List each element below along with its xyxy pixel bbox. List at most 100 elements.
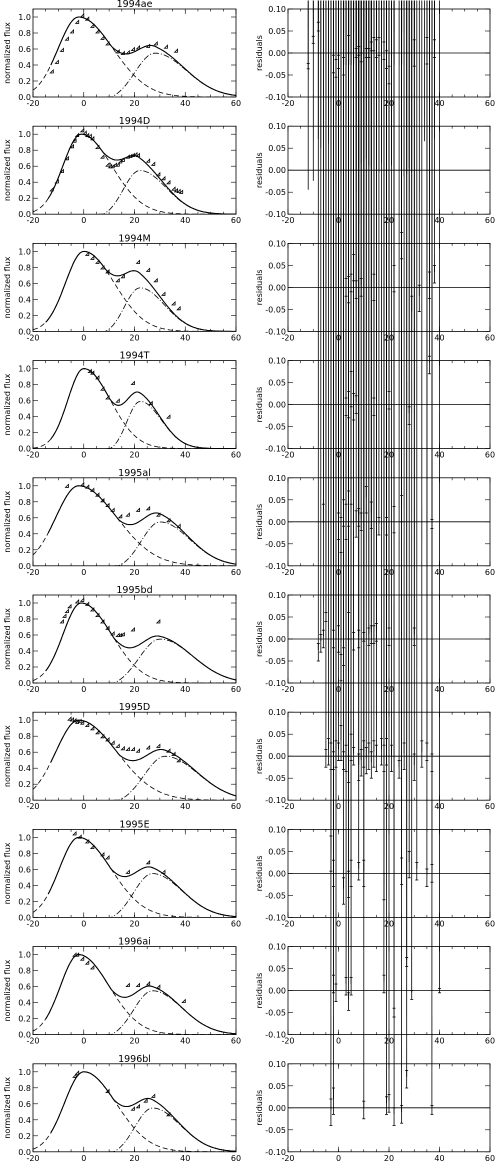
flux-data-point xyxy=(105,625,110,630)
flux-curves xyxy=(33,1071,236,1152)
y-tick-label: 0.8 xyxy=(18,146,31,155)
flux-data-point xyxy=(64,483,69,488)
y-tick-label: 1.0 xyxy=(18,130,31,139)
y-tick-label: -0.05 xyxy=(265,1126,286,1135)
flux-data-point xyxy=(67,603,72,609)
second-peak-dashdot-curve xyxy=(106,401,236,449)
y-tick-label: -0.05 xyxy=(265,423,286,432)
y-tick-label: -0.10 xyxy=(265,327,286,336)
total-model-curve xyxy=(47,485,236,565)
x-tick-label: -20 xyxy=(26,1037,39,1046)
flux-data-point xyxy=(87,368,92,374)
y-tick-label: 0.00 xyxy=(268,49,286,58)
y-tick-label: 0.2 xyxy=(18,1015,31,1024)
total-model-curve xyxy=(47,133,236,215)
flux-data-point xyxy=(115,277,120,283)
flux-data-point xyxy=(145,158,151,163)
flux-data-point xyxy=(89,135,95,141)
y-tick-label: 0.0 xyxy=(18,1148,31,1157)
x-tick-label: 60 xyxy=(231,1154,241,1163)
y-tick-label: 0.4 xyxy=(18,178,31,187)
x-tick-label: 20 xyxy=(129,685,139,694)
flux-data-point xyxy=(145,981,151,986)
x-tick-label: -20 xyxy=(26,685,39,694)
y-tick-label: 0.0 xyxy=(18,796,31,805)
flux-curves xyxy=(33,719,236,801)
flux-data-point xyxy=(95,492,100,497)
x-tick-label: 60 xyxy=(485,99,495,108)
flux-data-point xyxy=(79,13,85,18)
y-tick-label: 1.0 xyxy=(18,951,31,960)
x-tick-label: 0 xyxy=(81,685,86,694)
x-tick-label: -20 xyxy=(281,919,294,928)
flux-data-point xyxy=(54,59,59,64)
flux-data-point xyxy=(84,960,90,965)
x-tick-label: -20 xyxy=(281,99,294,108)
second-peak-dashdot-curve xyxy=(106,52,236,97)
x-tick-label: 60 xyxy=(231,802,241,811)
flux-data-point xyxy=(105,502,110,508)
x-tick-label: 40 xyxy=(180,1154,190,1163)
y-tick-label: 0.10 xyxy=(268,122,286,131)
y-tick-label: 0.05 xyxy=(268,965,286,974)
y-tick-label: 0.4 xyxy=(18,647,31,656)
flux-data-point xyxy=(155,512,161,517)
flux-data-point xyxy=(117,513,123,519)
x-tick-label: 20 xyxy=(129,1154,139,1163)
y-tick-label: 0.8 xyxy=(18,29,31,38)
x-tick-label: 20 xyxy=(384,1154,394,1163)
flux-data-point xyxy=(115,162,120,167)
flux-data-point xyxy=(77,718,82,724)
residual-axis-label: residuals xyxy=(255,738,264,774)
flux-data-point xyxy=(135,507,141,512)
y-tick-label: 0.0 xyxy=(18,913,31,922)
flux-data-point xyxy=(135,982,141,988)
flux-data-point xyxy=(161,291,166,296)
y-tick-label: 0.05 xyxy=(268,613,286,622)
flux-data-point xyxy=(120,157,125,162)
x-tick-label: 0 xyxy=(336,1037,341,1046)
flux-data-point xyxy=(72,1073,77,1078)
x-tick-label: 60 xyxy=(485,685,495,694)
first-peak-dashed-curve xyxy=(33,1071,236,1152)
flux-curves xyxy=(33,368,236,449)
flux-data-point xyxy=(89,607,95,612)
flux-panel-frame xyxy=(32,8,237,98)
x-tick-label: 60 xyxy=(231,568,241,577)
x-tick-label: 60 xyxy=(485,919,495,928)
flux-data-point xyxy=(62,613,67,618)
x-tick-label: 60 xyxy=(485,451,495,460)
x-tick-label: 0 xyxy=(336,919,341,928)
flux-data-point xyxy=(166,517,171,523)
x-tick-label: 40 xyxy=(434,1037,444,1046)
y-tick-label: 0.0 xyxy=(18,1031,31,1040)
y-tick-label: 0.10 xyxy=(268,239,286,248)
y-tick-label: 0.0 xyxy=(18,210,31,219)
y-tick-label: 1.0 xyxy=(18,482,31,491)
flux-data-point xyxy=(135,259,141,264)
y-tick-label: 0.2 xyxy=(18,311,31,320)
flux-axis-label: normalized flux xyxy=(3,256,12,318)
second-peak-dashdot-curve xyxy=(109,638,236,683)
x-tick-label: 0 xyxy=(81,99,86,108)
flux-data-point xyxy=(135,1103,141,1109)
y-tick-label: 0.0 xyxy=(18,93,31,102)
y-tick-label: 0.2 xyxy=(18,780,31,789)
flux-data-point xyxy=(95,144,100,150)
y-tick-label: 0.0 xyxy=(18,327,31,336)
x-tick-label: 40 xyxy=(180,216,190,225)
flux-data-point xyxy=(130,627,135,632)
x-tick-label: 0 xyxy=(81,919,86,928)
x-tick-label: 20 xyxy=(129,216,139,225)
flux-data-point xyxy=(84,16,90,21)
x-tick-label: 40 xyxy=(180,802,190,811)
flux-panel-frame xyxy=(32,711,237,801)
total-model-curve xyxy=(50,719,236,797)
flux-data-point xyxy=(95,375,100,380)
y-tick-label: 0.0 xyxy=(18,445,31,454)
x-tick-label: 60 xyxy=(485,216,495,225)
panel-title: 1996ai xyxy=(118,937,151,948)
first-peak-dashed-curve xyxy=(33,250,236,332)
residual-axis-label: residuals xyxy=(255,269,264,305)
